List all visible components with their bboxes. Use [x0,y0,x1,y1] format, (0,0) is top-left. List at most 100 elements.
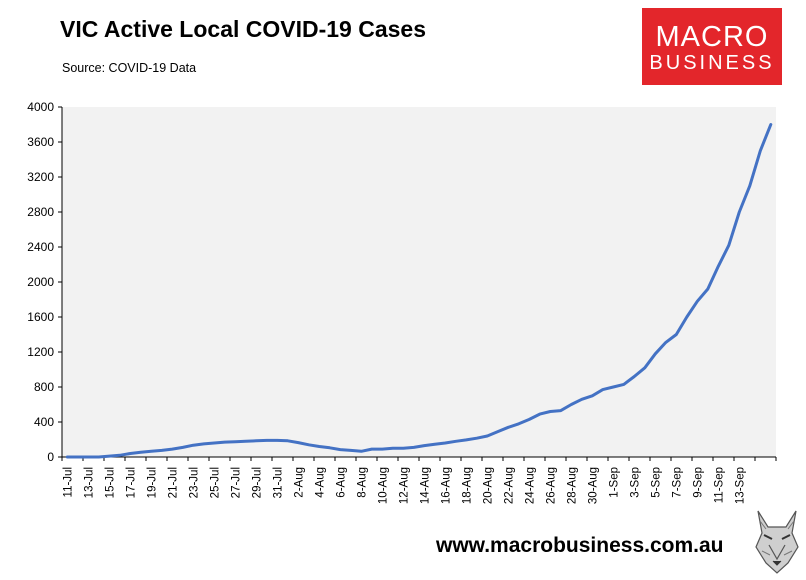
data-point [759,150,761,152]
data-point [770,123,772,125]
data-point [276,439,278,441]
x-tick-label: 11-Jul [62,467,74,497]
data-point [423,444,425,446]
y-tick-label: 2800 [27,205,54,219]
data-point [518,423,520,425]
data-point [360,450,362,452]
data-point [318,445,320,447]
data-point [287,440,289,442]
data-point [717,265,719,267]
x-tick-label: 27-Jul [230,467,242,498]
data-point [129,452,131,454]
data-point [675,333,677,335]
data-point [203,443,205,445]
data-point [119,454,121,456]
x-tick-label: 13-Jul [83,467,95,498]
data-point [402,447,404,449]
data-point [612,386,614,388]
data-point [413,446,415,448]
chart-title: VIC Active Local COVID-19 Cases [60,16,427,42]
x-tick-label: 31-Jul [272,467,284,498]
data-point [497,430,499,432]
data-point [507,426,509,428]
data-point [665,341,667,343]
x-tick-label: 13-Sep [734,467,746,504]
data-point [749,185,751,187]
data-point [297,441,299,443]
data-point [392,447,394,449]
data-point [224,441,226,443]
data-point [350,449,352,451]
data-point [182,446,184,448]
x-axis: 11-Jul 13-Jul 15-Jul 17-Jul 19-Jul 21-Jul 23-J… [61,456,777,504]
x-tick-label: 7-Sep [671,467,683,498]
data-point [150,450,152,452]
x-tick-label: 11-Sep [713,467,725,503]
data-point [87,456,89,458]
data-point [644,367,646,369]
data-point [738,211,740,213]
x-tick-label: 24-Aug [524,467,536,504]
data-point [255,440,257,442]
data-point [570,403,572,405]
series-line-active-cases [65,123,773,459]
data-point [213,442,215,444]
x-tick-label: 5-Sep [650,467,662,498]
x-tick-label: 2-Aug [293,467,305,498]
data-point [633,375,635,377]
x-tick-label: 1-Sep [608,467,620,498]
macrobusiness-logo: MACRO BUSINESS [642,8,782,85]
x-tick-label: 16-Aug [440,467,452,504]
data-point [381,448,383,450]
website-url: www.macrobusiness.com.au [436,534,724,557]
x-tick-label: 22-Aug [503,467,515,504]
y-tick-label: 2000 [27,275,54,289]
data-point [371,448,373,450]
x-tick-label: 28-Aug [566,467,578,504]
data-point [602,388,604,390]
x-tick-label: 20-Aug [482,467,494,504]
data-point [77,456,79,458]
data-point [161,449,163,451]
data-point [266,439,268,441]
data-point [98,456,100,458]
y-axis: 0 400 800 1200 1600 2000 2400 2800 3200 3600 4000 [27,100,63,464]
data-point [245,440,247,442]
x-tick-label: 10-Aug [377,467,389,504]
wolf-head-icon [752,505,802,577]
y-tick-label: 400 [34,415,54,429]
x-tick-label: 26-Aug [545,467,557,504]
y-tick-label: 3600 [27,135,54,149]
data-point [329,447,331,449]
data-point [696,300,698,302]
data-point [476,437,478,439]
data-point [528,418,530,420]
x-tick-label: 18-Aug [461,467,473,504]
data-point [171,448,173,450]
data-point [728,244,730,246]
series-group [65,123,773,459]
data-point [486,435,488,437]
data-point [707,288,709,290]
x-tick-label: 30-Aug [587,467,599,504]
chart-source: Source: COVID-19 Data [62,61,197,75]
data-point [434,443,436,445]
x-tick-label: 29-Jul [251,467,263,498]
data-point [192,444,194,446]
data-point [108,455,110,457]
data-point [140,451,142,453]
data-point [549,410,551,412]
data-point [66,456,68,458]
y-tick-label: 0 [47,450,54,464]
x-tick-label: 23-Jul [188,467,200,498]
x-tick-label: 17-Jul [125,467,137,498]
data-point [234,440,236,442]
data-point [465,439,467,441]
x-tick-label: 14-Aug [419,467,431,504]
data-point [654,353,656,355]
y-tick-label: 1600 [27,310,54,324]
x-tick-label: 3-Sep [629,467,641,498]
logo-text-macro: MACRO [655,21,769,53]
data-point [339,448,341,450]
